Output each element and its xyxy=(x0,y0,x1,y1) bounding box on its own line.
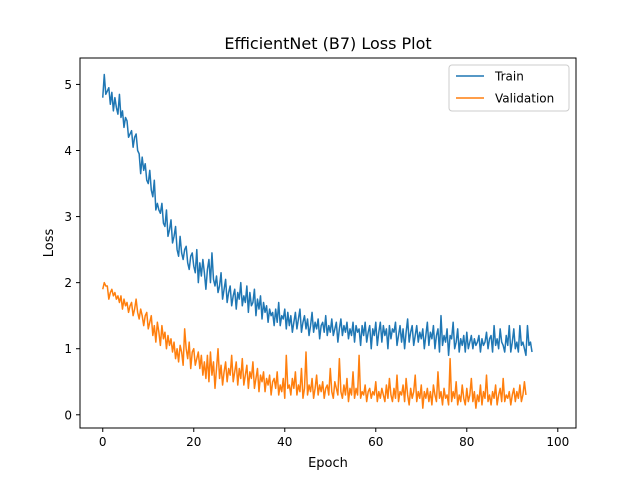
y-tick-label: 0 xyxy=(64,408,72,422)
plot-area xyxy=(102,73,533,409)
x-tick-label: 60 xyxy=(368,435,383,449)
series-line-validation xyxy=(102,281,527,409)
x-tick-label: 80 xyxy=(459,435,474,449)
x-tick-label: 20 xyxy=(186,435,201,449)
series-line-train xyxy=(102,73,533,357)
legend: Train Validation xyxy=(448,64,570,112)
x-tick-label: 0 xyxy=(99,435,107,449)
y-axis: 0 1 2 3 4 5 xyxy=(64,78,80,422)
chart-title: EfficientNet (B7) Loss Plot xyxy=(224,34,431,53)
x-axis-label: Epoch xyxy=(308,456,348,471)
y-tick-label: 1 xyxy=(64,342,72,356)
legend-label-validation: Validation xyxy=(495,92,554,106)
y-axis-label: Loss xyxy=(42,229,57,258)
x-axis: 0 20 40 60 80 100 xyxy=(99,428,569,449)
legend-label-train: Train xyxy=(494,70,524,84)
y-tick-label: 5 xyxy=(64,78,72,92)
y-tick-label: 2 xyxy=(64,276,72,290)
axes-frame xyxy=(79,57,577,429)
x-tick-label: 40 xyxy=(277,435,292,449)
x-tick-label: 100 xyxy=(546,435,569,449)
y-tick-label: 4 xyxy=(64,144,72,158)
y-tick-label: 3 xyxy=(64,210,72,224)
